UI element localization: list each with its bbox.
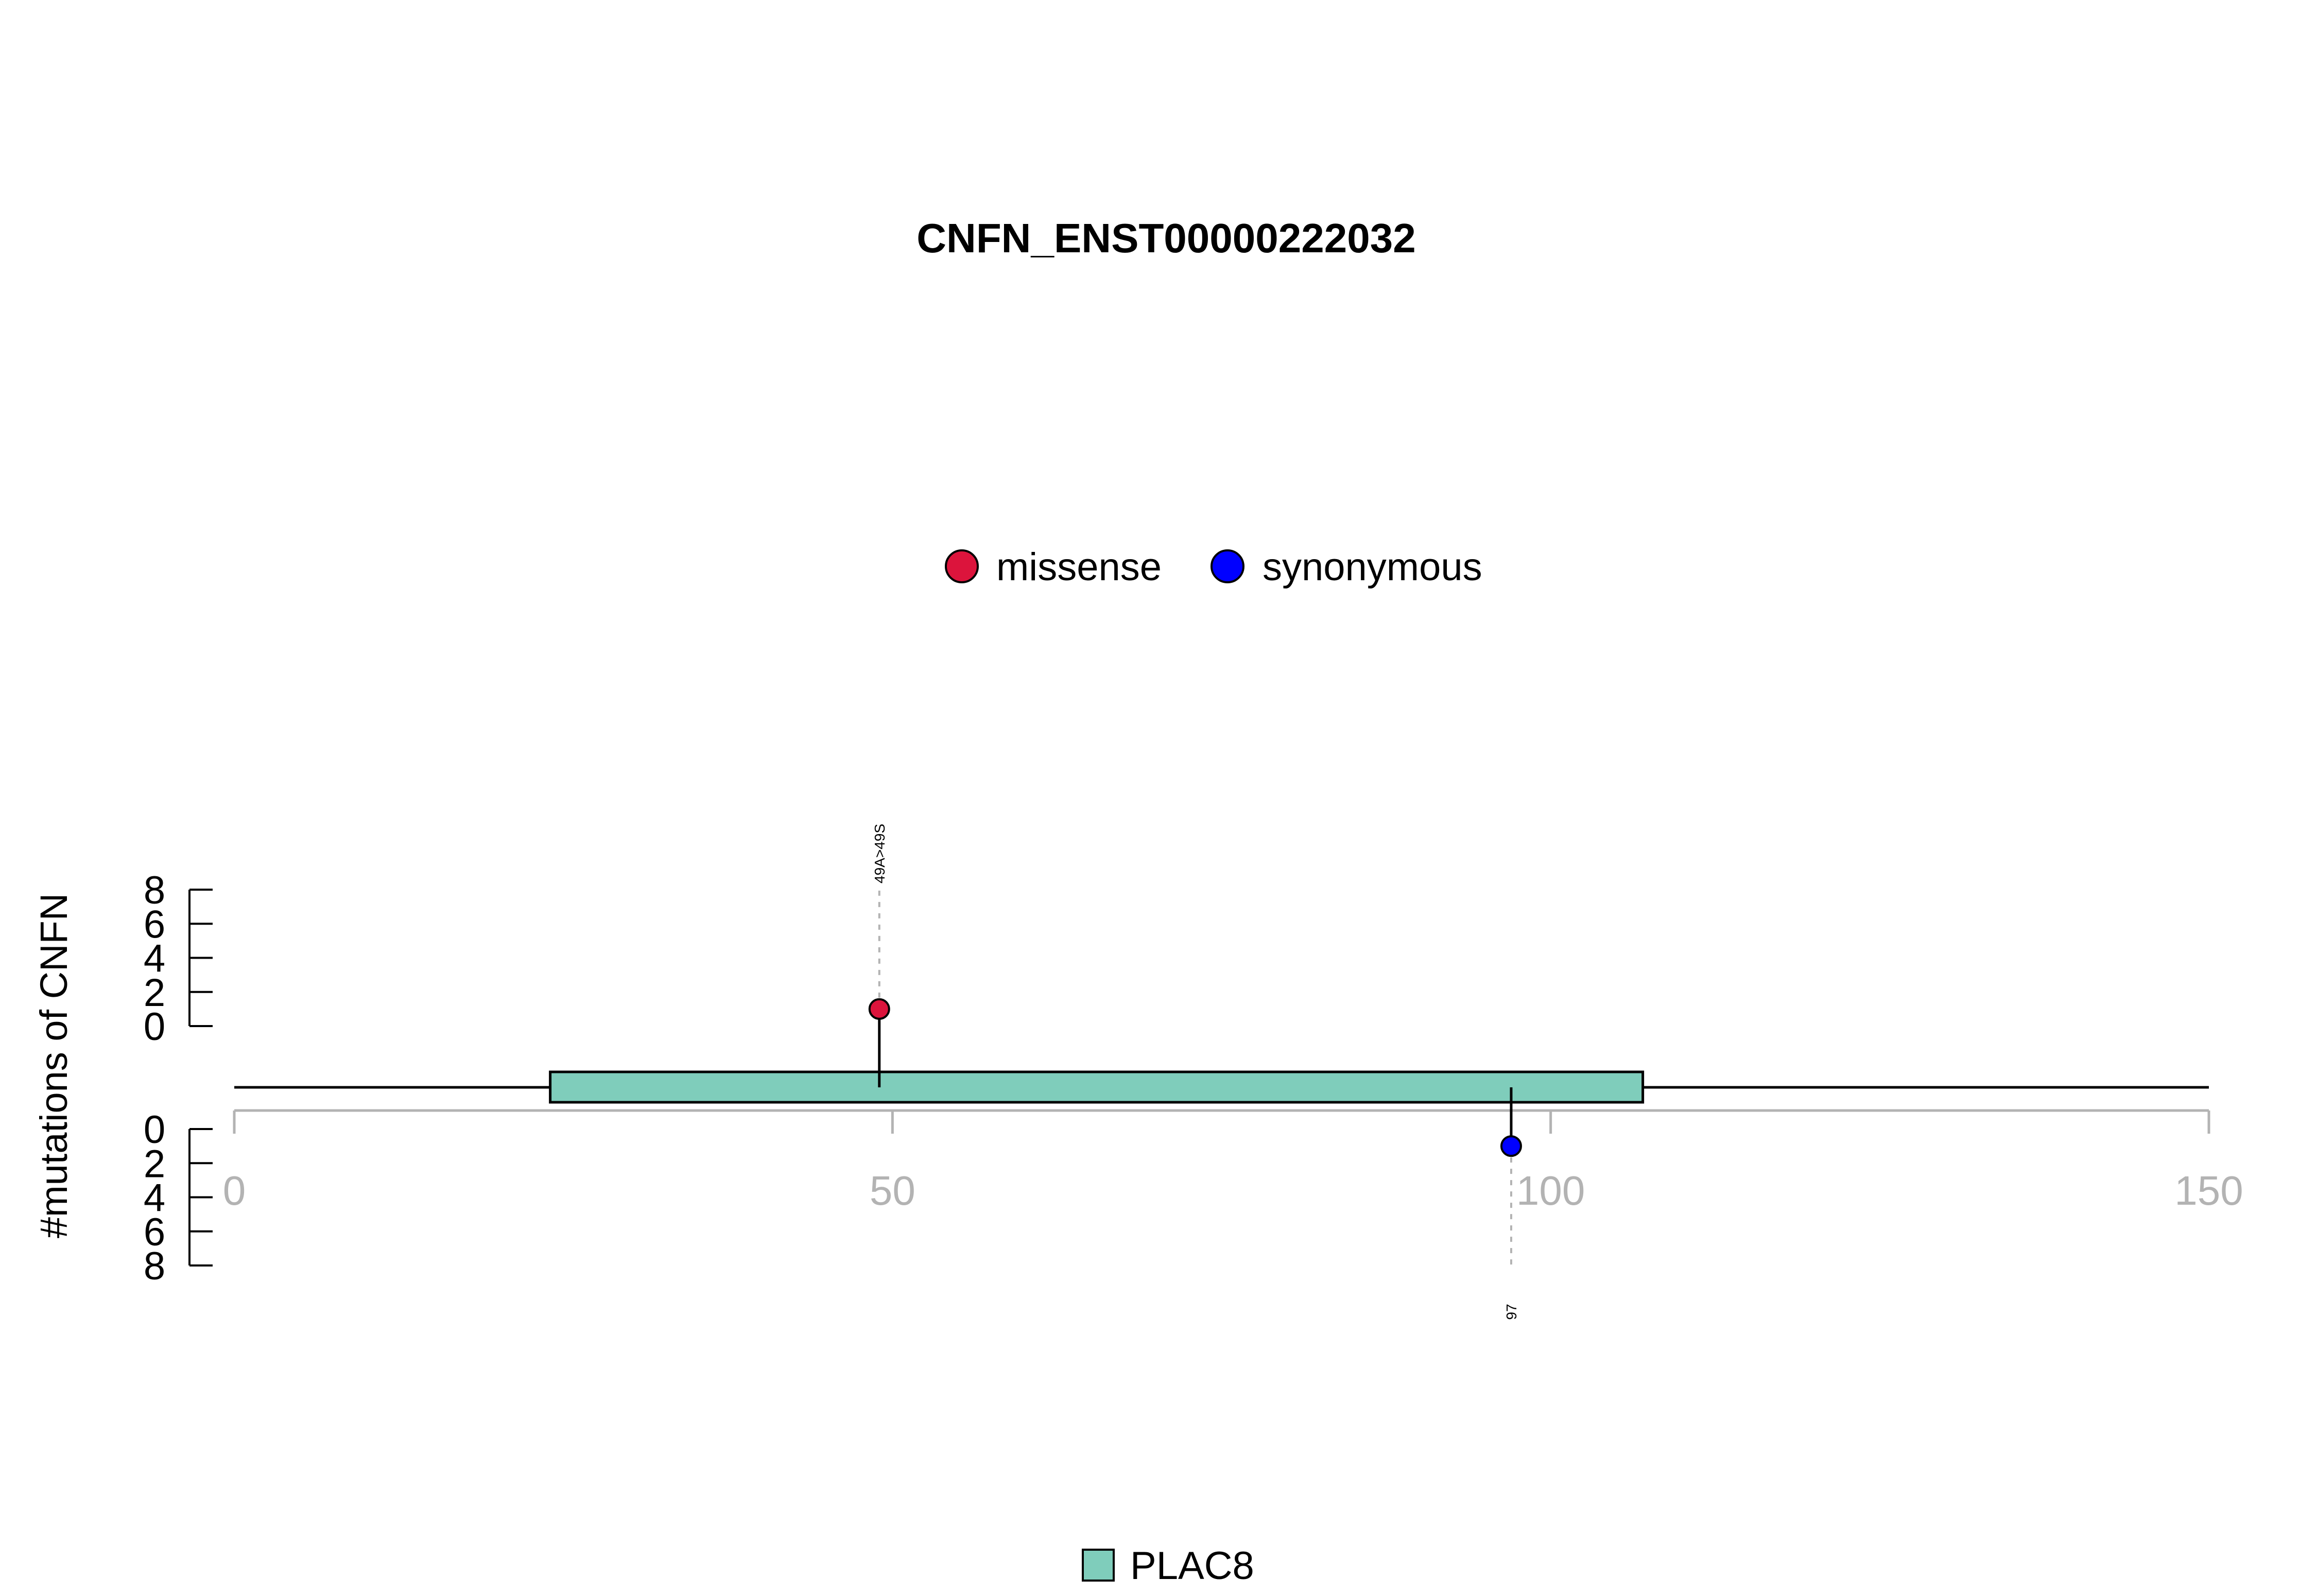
mutation-label: 97 — [1503, 1304, 1519, 1320]
legend-missense-swatch — [945, 549, 979, 583]
lower-count-axis-tick-label: 6 — [144, 1210, 165, 1254]
domain-PLAC8 — [549, 1070, 1645, 1104]
upper-count-axis-tick-label: 2 — [144, 971, 165, 1015]
domain-legend: PLAC8 — [1082, 1544, 1254, 1588]
domain-layer — [549, 1070, 1645, 1104]
lower-count-axis-tick-label: 8 — [144, 1244, 165, 1288]
lower-count-axis-tick-label: 4 — [144, 1176, 165, 1220]
mutation-type-legend: missense synonymous — [945, 545, 1482, 589]
x-axis-tick-label: 0 — [223, 1168, 246, 1213]
mutation-missense-point — [868, 998, 890, 1020]
chart-title: CNFN_ENST00000222032 — [917, 215, 1415, 261]
legend-synonymous-label: synonymous — [1263, 545, 1482, 589]
lower-count-axis-tick-label: 2 — [144, 1142, 165, 1186]
y-axis-label: #mutations of CNFN — [32, 893, 75, 1238]
mutation-synonymous-point — [1500, 1135, 1522, 1157]
mutation-layer: 49A>49S 97 — [868, 824, 1522, 1320]
x-axis-tick-label: 50 — [870, 1168, 915, 1213]
x-axis-tick-label: 100 — [1516, 1168, 1585, 1213]
mutation-label: 49A>49S — [872, 824, 888, 883]
x-axis-tick-label: 150 — [2174, 1168, 2243, 1213]
protein-position-axis: 0 50 100 150 — [223, 1109, 2243, 1213]
legend-PLAC8-label: PLAC8 — [1130, 1544, 1254, 1588]
upper-count-axis-tick-label: 8 — [144, 869, 165, 912]
legend-missense-label: missense — [996, 545, 1162, 589]
legend-PLAC8-swatch — [1082, 1549, 1115, 1582]
upper-count-axis-tick-label: 6 — [144, 903, 165, 946]
legend-synonymous-swatch — [1211, 549, 1244, 583]
upper-count-axis-tick-label: 4 — [144, 937, 165, 981]
lower-count-axis-tick-label: 0 — [144, 1108, 165, 1152]
upper-count-axis-tick-label: 0 — [144, 1005, 165, 1049]
